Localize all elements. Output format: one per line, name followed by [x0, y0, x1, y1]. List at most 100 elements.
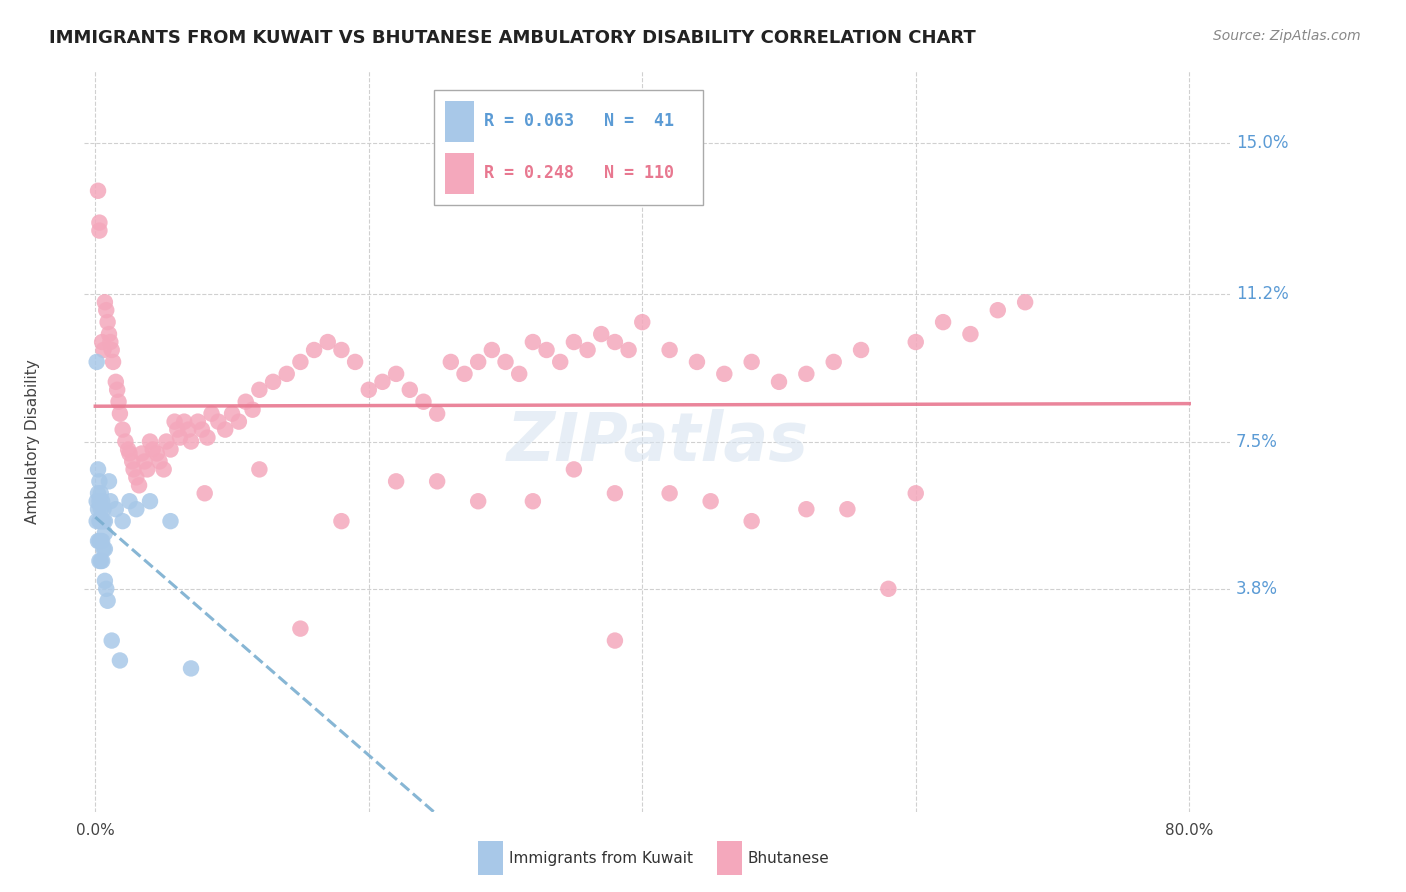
- Point: [959, 327, 981, 342]
- Point: [166, 423, 188, 437]
- Point: [163, 415, 186, 429]
- Point: [440, 355, 463, 369]
- Point: [87, 184, 110, 198]
- Point: [617, 343, 640, 357]
- Point: [796, 502, 818, 516]
- Point: [603, 334, 626, 349]
- Point: [101, 355, 124, 369]
- Point: [90, 486, 112, 500]
- Point: [837, 502, 859, 516]
- Point: [89, 475, 111, 489]
- Point: [89, 223, 111, 237]
- Point: [180, 661, 202, 675]
- Text: 3.8%: 3.8%: [1236, 580, 1278, 598]
- FancyBboxPatch shape: [446, 153, 474, 194]
- Text: R = 0.248   N = 110: R = 0.248 N = 110: [484, 164, 675, 182]
- Point: [768, 375, 790, 389]
- Point: [146, 446, 169, 460]
- Point: [125, 502, 148, 516]
- Point: [139, 434, 162, 449]
- Point: [741, 514, 763, 528]
- Point: [823, 355, 845, 369]
- Text: Immigrants from Kuwait: Immigrants from Kuwait: [509, 851, 693, 865]
- Point: [603, 633, 626, 648]
- Point: [118, 446, 141, 460]
- Point: [131, 446, 153, 460]
- Point: [194, 486, 217, 500]
- Point: [159, 514, 181, 528]
- Point: [98, 475, 121, 489]
- Point: [741, 355, 763, 369]
- Point: [90, 514, 112, 528]
- Point: [290, 355, 312, 369]
- Point: [385, 475, 408, 489]
- Point: [426, 475, 449, 489]
- Point: [86, 494, 108, 508]
- Point: [276, 367, 298, 381]
- Point: [89, 216, 111, 230]
- Point: [242, 402, 264, 417]
- Point: [987, 303, 1010, 318]
- Point: [173, 415, 195, 429]
- Point: [713, 367, 735, 381]
- Point: [89, 554, 111, 568]
- Point: [90, 534, 112, 549]
- Point: [522, 494, 544, 508]
- Point: [104, 375, 127, 389]
- Point: [94, 514, 117, 528]
- Point: [904, 486, 927, 500]
- Point: [385, 367, 408, 381]
- Point: [117, 442, 139, 457]
- Point: [93, 541, 115, 556]
- FancyBboxPatch shape: [446, 101, 474, 142]
- Point: [796, 367, 818, 381]
- Point: [122, 462, 145, 476]
- Point: [290, 622, 312, 636]
- Text: 80.0%: 80.0%: [1166, 822, 1213, 838]
- Point: [200, 407, 222, 421]
- Point: [699, 494, 721, 508]
- Point: [93, 343, 115, 357]
- Point: [247, 383, 270, 397]
- Point: [344, 355, 367, 369]
- Point: [136, 462, 159, 476]
- Point: [97, 315, 120, 329]
- Text: 7.5%: 7.5%: [1236, 433, 1278, 450]
- Point: [631, 315, 654, 329]
- Point: [114, 434, 136, 449]
- Point: [89, 494, 111, 508]
- Point: [576, 343, 599, 357]
- Point: [86, 514, 108, 528]
- Point: [108, 653, 131, 667]
- Point: [104, 502, 127, 516]
- Point: [87, 486, 110, 500]
- Point: [96, 303, 118, 318]
- Point: [89, 534, 111, 549]
- Point: [128, 478, 150, 492]
- Point: [91, 534, 114, 549]
- Point: [357, 383, 380, 397]
- Point: [467, 494, 489, 508]
- Point: [107, 394, 129, 409]
- Point: [94, 574, 117, 588]
- Point: [91, 554, 114, 568]
- Point: [262, 375, 284, 389]
- Point: [932, 315, 955, 329]
- Point: [89, 514, 111, 528]
- Point: [91, 494, 114, 508]
- Point: [453, 367, 475, 381]
- Point: [536, 343, 558, 357]
- Point: [94, 526, 117, 541]
- Point: [412, 394, 434, 409]
- Point: [603, 486, 626, 500]
- Point: [658, 486, 681, 500]
- Point: [177, 423, 200, 437]
- Point: [228, 415, 250, 429]
- Point: [214, 423, 236, 437]
- Point: [191, 423, 214, 437]
- Point: [100, 343, 122, 357]
- Text: Source: ZipAtlas.com: Source: ZipAtlas.com: [1213, 29, 1361, 43]
- Text: Bhutanese: Bhutanese: [748, 851, 830, 865]
- Point: [91, 334, 114, 349]
- Text: 15.0%: 15.0%: [1236, 134, 1288, 152]
